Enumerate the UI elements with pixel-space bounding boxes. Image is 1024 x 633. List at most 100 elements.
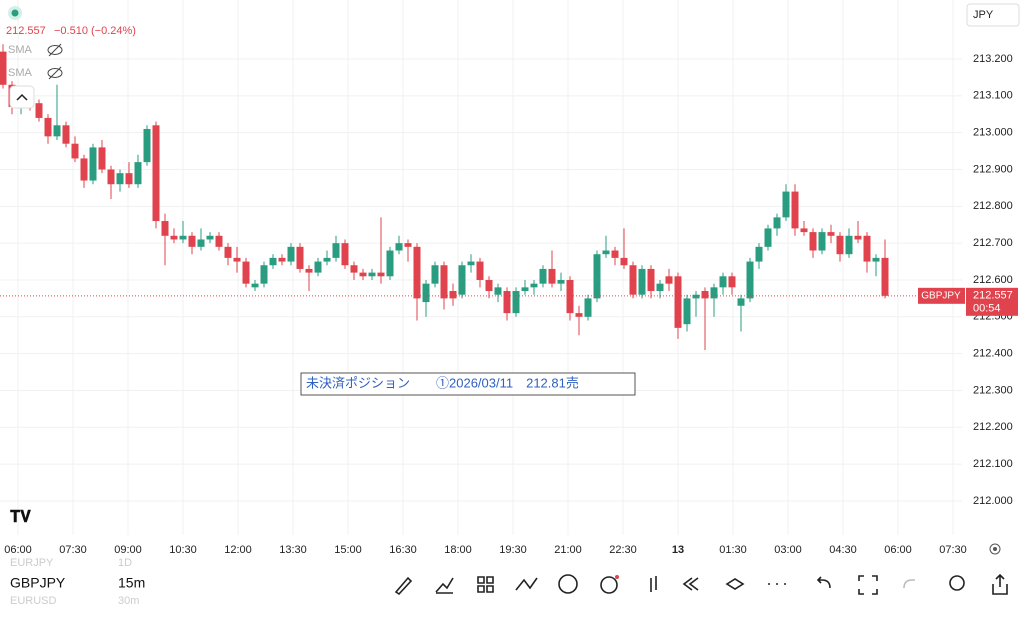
y-tick-label: 212.000 [973,495,1013,507]
candle-body [800,228,808,233]
symbol-tag [918,287,965,304]
watchlist-interval[interactable]: 1D [118,557,132,569]
layers-tool[interactable] [725,578,745,590]
candle-body [143,128,151,163]
idea-tool[interactable] [949,575,965,591]
watchlist-symbol[interactable]: EURUSD [10,595,57,607]
candle-body [611,250,619,258]
layout-tool[interactable] [477,576,494,593]
replay-tool[interactable] [682,577,699,591]
y-tick-label: 213.100 [973,90,1013,102]
share-tool[interactable] [992,573,1008,595]
watchlist-symbol[interactable]: GBPJPY [10,575,66,591]
candle-body [647,268,655,292]
candle-body [233,257,241,262]
indicators-tool[interactable] [435,577,454,594]
candle-body [755,246,763,262]
candle-body [566,279,574,314]
redo-tool[interactable] [903,579,915,589]
candle-body [413,246,421,299]
annotation-box [300,372,636,396]
candle-body [845,235,853,255]
candle-body [107,169,115,185]
logo: 𝐓𝐕 [10,509,31,526]
candle-body [431,265,439,284]
candle-body [323,257,331,262]
watchlist-interval[interactable]: 15m [118,575,145,591]
candle-body [35,103,43,118]
candle-body [584,298,592,317]
candle-body [719,276,727,288]
x-tick-label: 10:30 [169,544,197,556]
x-tick-label: 03:00 [774,544,802,556]
collapse-button[interactable] [9,85,35,109]
candle-body [134,162,142,185]
candle-body [269,257,277,266]
candle-body [377,272,385,277]
x-tick-label: 06:00 [4,544,32,556]
candle-body [503,291,511,314]
candle-body [125,173,133,185]
fullscreen-tool[interactable] [858,575,878,595]
candle-body [863,235,871,262]
draw-tool[interactable] [394,576,413,596]
x-tick-label: 16:30 [389,544,417,556]
candle-body [872,257,880,262]
alert-tool[interactable] [600,576,618,594]
price-change: −0.510 (−0.24%) [54,25,136,37]
candle-body [575,313,583,317]
candle-body [305,268,313,273]
candle-body [89,147,97,181]
watchlist-symbol[interactable]: EURJPY [10,557,54,569]
candle-body [692,294,700,299]
candle-body [494,287,502,295]
settings-icon[interactable] [989,543,1001,555]
add-tool[interactable] [558,574,578,594]
currency-button[interactable]: JPY [966,3,1020,27]
candle-body [728,276,736,288]
visibility-icon[interactable] [47,43,63,57]
chart-type-tool[interactable] [650,576,657,592]
candle-body [467,261,475,266]
x-tick-label: 13 [672,544,684,556]
candle-body [809,232,817,251]
indicator-label: SMA [8,67,33,79]
candle-body [710,287,718,299]
candle-body [827,232,835,236]
compare-tool[interactable] [515,577,538,591]
candle-body [458,265,466,295]
candle-body [350,265,358,273]
candle-body [701,291,709,299]
candle-body [98,147,106,170]
x-tick-label: 07:30 [59,544,87,556]
undo-tool[interactable] [816,576,831,589]
candle-body [530,283,538,288]
candle-body [818,232,826,251]
candle-body [674,276,682,328]
candle-body [395,243,403,251]
watchlist-interval[interactable]: 30m [118,595,139,607]
candle-body [260,265,268,284]
visibility-icon[interactable] [47,66,63,80]
candle-body [296,246,304,269]
candle-body [629,265,637,295]
last-price: 212.557 [6,25,46,37]
candle-body [215,235,223,247]
candle-body [854,235,862,240]
candle-body [773,217,781,229]
y-tick-label: 212.100 [973,458,1013,470]
candle-body [278,257,286,262]
price-tag-label: 212.557 [973,290,1013,302]
y-tick-label: 212.200 [973,421,1013,433]
candle-body [881,257,889,296]
price-tag [966,287,1018,316]
y-tick-label: 212.600 [973,274,1013,286]
candle-body [485,279,493,292]
candle-body [224,246,232,258]
x-tick-label: 19:30 [499,544,527,556]
candle-body [287,246,295,262]
candle-body [476,261,484,280]
candle-body [521,287,529,292]
candle-body [368,272,376,277]
